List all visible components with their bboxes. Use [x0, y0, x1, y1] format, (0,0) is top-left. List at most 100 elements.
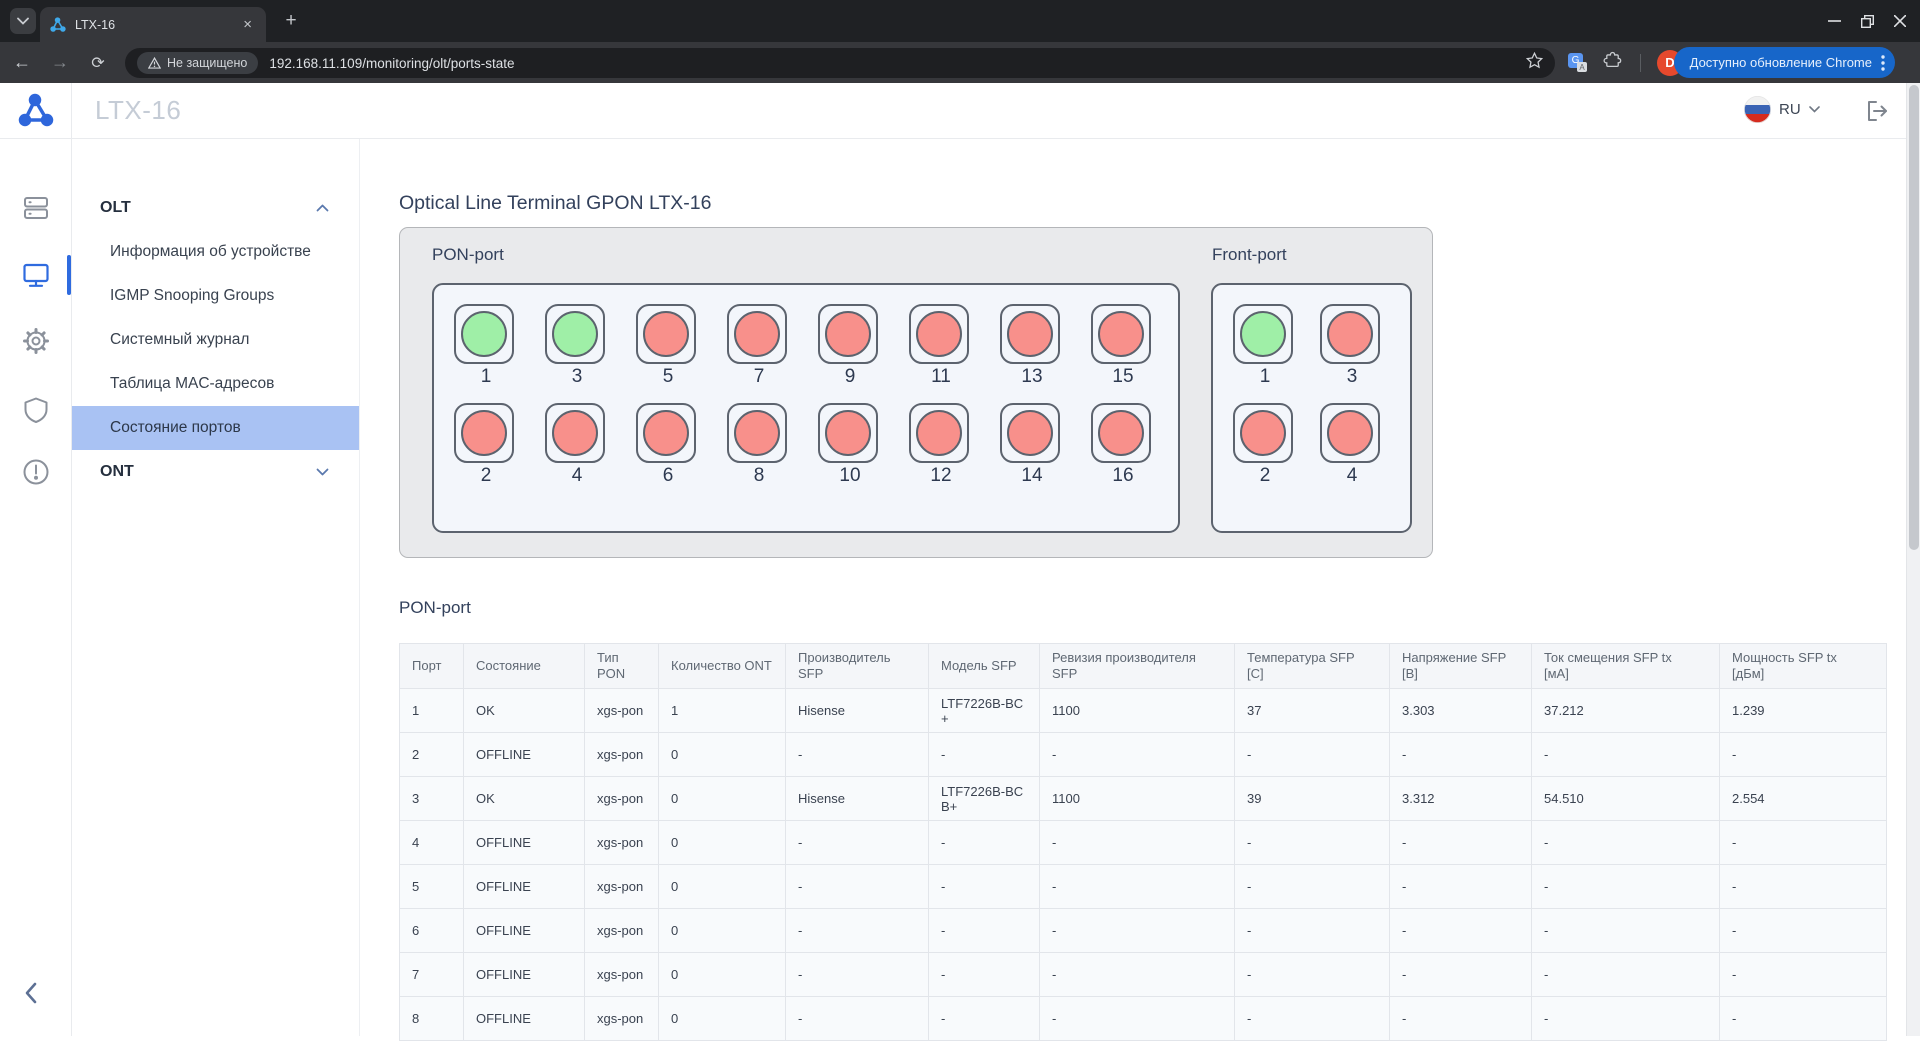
content-title: Optical Line Terminal GPON LTX-16	[399, 192, 712, 214]
alerts-icon[interactable]	[20, 456, 52, 488]
port-button[interactable]	[1091, 403, 1151, 463]
port-button[interactable]	[1320, 304, 1380, 364]
chrome-update-button[interactable]: Доступно обновление Chrome	[1673, 47, 1895, 78]
page-title: LTX-16	[95, 95, 182, 125]
sidebar-item[interactable]: Системный журнал	[110, 331, 250, 348]
table-cell: -	[785, 820, 929, 865]
column-header: Тип PON	[584, 643, 659, 689]
url-text: 192.168.11.109/monitoring/olt/ports-stat…	[269, 55, 515, 71]
table-cell: -	[928, 996, 1040, 1041]
table-cell: 5	[399, 864, 464, 909]
port-number: 3	[1346, 366, 1358, 387]
port-cell: 12	[909, 403, 973, 488]
tab-strip: LTX-16 × +	[0, 0, 1920, 42]
bookmark-star-icon[interactable]	[1525, 51, 1544, 74]
table-cell: 7	[399, 952, 464, 997]
icon-rail	[0, 139, 72, 1036]
language-selector[interactable]: RU	[1744, 96, 1820, 123]
table-cell: 1100	[1039, 688, 1235, 733]
port-button[interactable]	[1233, 403, 1293, 463]
port-cell: 15	[1091, 304, 1155, 389]
url-bar[interactable]: Не защищено 192.168.11.109/monitoring/ol…	[125, 48, 1555, 78]
port-button[interactable]	[727, 304, 787, 364]
scrollbar-thumb[interactable]	[1909, 85, 1919, 550]
table-cell: 0	[658, 820, 786, 865]
port-button[interactable]	[818, 403, 878, 463]
port-button[interactable]	[1091, 304, 1151, 364]
port-button[interactable]	[909, 304, 969, 364]
port-status-down-icon	[1240, 410, 1286, 456]
window-minimize-button[interactable]	[1824, 11, 1844, 31]
shield-icon[interactable]	[20, 394, 52, 426]
port-button[interactable]	[636, 304, 696, 364]
page-scrollbar[interactable]	[1906, 83, 1920, 1036]
port-button[interactable]	[818, 304, 878, 364]
extensions-puzzle-icon[interactable]	[1603, 50, 1624, 76]
port-button[interactable]	[1233, 304, 1293, 364]
tab-title: LTX-16	[75, 17, 116, 32]
sidebar-item[interactable]: IGMP Snooping Groups	[110, 287, 275, 304]
table-cell: OFFLINE	[463, 996, 585, 1041]
table-cell: xgs-pon	[584, 908, 659, 953]
logout-button[interactable]	[1864, 98, 1890, 129]
port-number: 9	[844, 366, 856, 387]
port-button[interactable]	[1000, 304, 1060, 364]
port-button[interactable]	[545, 304, 605, 364]
reload-button[interactable]: ⟳	[91, 54, 105, 72]
table-cell: 0	[658, 732, 786, 777]
kebab-menu-icon[interactable]	[1881, 54, 1885, 71]
back-button[interactable]: ←	[13, 52, 31, 72]
tab-close-icon[interactable]: ×	[243, 16, 252, 33]
window-restore-button[interactable]	[1857, 11, 1877, 31]
table-cell: -	[1389, 952, 1532, 997]
port-number: 12	[930, 465, 952, 486]
table-cell: 0	[658, 908, 786, 953]
sidebar-section-olt[interactable]: OLT	[72, 186, 359, 230]
table-cell: Hisense	[785, 688, 929, 733]
tab-search-button[interactable]	[10, 8, 36, 34]
port-button[interactable]	[454, 403, 514, 463]
port-cell: 10	[818, 403, 882, 488]
port-cell: 11	[909, 304, 973, 389]
table-cell: -	[1389, 996, 1532, 1041]
window-close-button[interactable]	[1890, 11, 1910, 31]
table-cell: -	[1039, 996, 1235, 1041]
table-cell: -	[1039, 908, 1235, 953]
devices-icon[interactable]	[20, 192, 52, 224]
port-status-down-icon	[734, 410, 780, 456]
chevron-down-icon	[316, 468, 329, 476]
security-chip[interactable]: Не защищено	[137, 52, 259, 74]
table-cell: OFFLINE	[463, 952, 585, 997]
port-cell: 1	[454, 304, 518, 389]
port-button[interactable]	[545, 403, 605, 463]
sidebar-item[interactable]: Информация об устройстве	[110, 243, 311, 260]
chevron-down-icon	[17, 17, 29, 25]
port-button[interactable]	[1000, 403, 1060, 463]
port-status-down-icon	[1007, 311, 1053, 357]
translate-icon[interactable]: G A	[1568, 53, 1587, 72]
table-row: 2 OFFLINE xgs-pon 0- - - - - - -	[399, 732, 1887, 777]
port-status-down-icon	[916, 410, 962, 456]
sidebar-item[interactable]: Таблица MAC-адресов	[110, 375, 275, 392]
chevron-down-icon	[1808, 106, 1820, 113]
table-cell: -	[785, 908, 929, 953]
port-button[interactable]	[727, 403, 787, 463]
settings-icon[interactable]	[20, 325, 52, 357]
port-status-up-icon	[461, 311, 507, 357]
table-cell: LTF7226B-BC+	[928, 688, 1040, 733]
browser-tab[interactable]: LTX-16 ×	[40, 7, 266, 42]
port-button[interactable]	[636, 403, 696, 463]
sidebar-item[interactable]: Состояние портов	[72, 406, 359, 450]
front-port-label: Front-port	[1212, 245, 1287, 264]
logout-icon	[1868, 101, 1887, 121]
sidebar-section-ont[interactable]: ONT	[72, 450, 359, 494]
new-tab-button[interactable]: +	[285, 10, 297, 31]
forward-button[interactable]: →	[51, 52, 69, 72]
port-button[interactable]	[909, 403, 969, 463]
table-cell: xgs-pon	[584, 996, 659, 1041]
port-button[interactable]	[454, 304, 514, 364]
monitor-icon[interactable]	[20, 259, 52, 291]
port-status-down-icon	[734, 311, 780, 357]
sidebar-collapse-button[interactable]	[24, 982, 38, 1009]
port-button[interactable]	[1320, 403, 1380, 463]
